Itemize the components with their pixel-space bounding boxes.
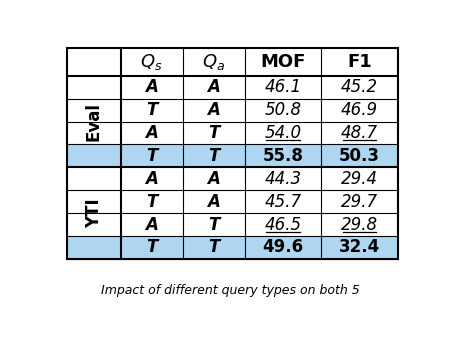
Text: 46.9: 46.9 [341,101,378,119]
Text: T: T [208,147,220,165]
Text: 29.4: 29.4 [341,170,378,188]
Text: 45.7: 45.7 [265,193,302,211]
Text: A: A [145,78,158,96]
Bar [67,48,398,259]
Text: T: T [208,239,220,257]
Text: 29.8: 29.8 [341,216,378,234]
Text: T: T [146,239,158,257]
Text: YTI: YTI [85,198,103,228]
Bar [67,48,398,259]
Text: 29.7: 29.7 [341,193,378,211]
Text: 50.8: 50.8 [265,101,302,119]
Text: 46.1: 46.1 [265,78,302,96]
Text: A: A [207,101,220,119]
Text: 55.8: 55.8 [263,147,304,165]
Text: A: A [207,170,220,188]
Text: 54.0: 54.0 [265,124,302,142]
Text: T: T [208,124,220,142]
Text: F1: F1 [347,53,372,71]
Text: T: T [146,147,158,165]
Text: $Q_s$: $Q_s$ [140,52,163,72]
Text: A: A [207,193,220,211]
Text: Impact of different query types on both 5: Impact of different query types on both … [101,284,360,297]
Text: Eval: Eval [85,102,103,141]
Text: 45.2: 45.2 [341,78,378,96]
Text: A: A [145,124,158,142]
Text: 32.4: 32.4 [339,239,380,257]
Text: 50.3: 50.3 [339,147,380,165]
Bar [67,144,398,167]
Text: A: A [145,216,158,234]
Text: T: T [146,193,158,211]
Bar [67,236,398,259]
Text: MOF: MOF [261,53,306,71]
Text: 44.3: 44.3 [265,170,302,188]
Text: 46.5: 46.5 [265,216,302,234]
Text: 49.6: 49.6 [262,239,304,257]
Text: 48.7: 48.7 [341,124,378,142]
Text: A: A [207,78,220,96]
Text: A: A [145,170,158,188]
Text: T: T [208,216,220,234]
Text: T: T [146,101,158,119]
Text: $Q_a$: $Q_a$ [202,52,225,72]
